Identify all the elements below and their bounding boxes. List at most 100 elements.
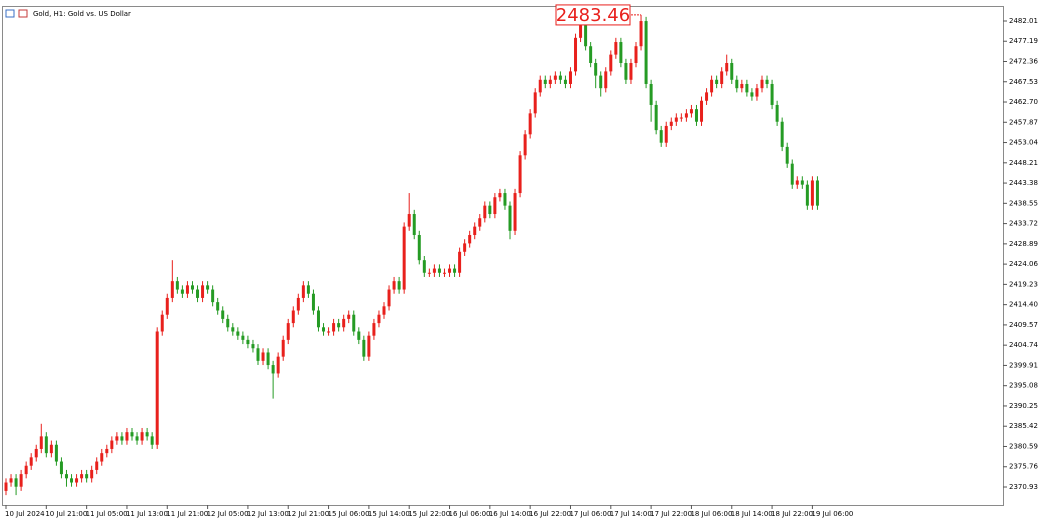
candle-body [347, 314, 351, 319]
candle-body [110, 440, 114, 449]
candle-body [196, 289, 200, 298]
candle-body [609, 54, 613, 72]
x-tick-label: 11 Jul 13:00 [126, 510, 168, 518]
candle-body [563, 79, 567, 84]
candle-body [574, 37, 578, 72]
candle-body [669, 121, 673, 126]
candle-body [241, 335, 245, 340]
candle-body [165, 297, 169, 315]
candle-body [44, 436, 48, 454]
candle-body [437, 268, 441, 273]
candle-body [316, 310, 320, 328]
candle-body [805, 184, 809, 206]
candle-body [382, 306, 386, 315]
y-tick-label: 2438.55 [1009, 199, 1038, 207]
candle-body [674, 117, 678, 122]
candle-body [95, 461, 99, 470]
y-tick-label: 2385.42 [1009, 422, 1038, 430]
candle-body [735, 79, 739, 89]
x-tick-label: 15 Jul 06:00 [328, 510, 370, 518]
x-tick-label: 19 Jul 06:00 [811, 510, 853, 518]
candle-body [533, 92, 537, 114]
candle-body [342, 318, 346, 328]
candle-body [362, 339, 366, 357]
candle-body [427, 272, 431, 274]
candle-body [432, 268, 436, 273]
x-tick-label: 15 Jul 22:00 [408, 510, 450, 518]
candle-body [231, 327, 235, 332]
candle-body [599, 75, 603, 89]
candle-body [755, 88, 759, 97]
candle-body [311, 293, 315, 311]
candle-body [775, 104, 779, 122]
candle-body [180, 289, 184, 294]
x-tick-label: 16 Jul 22:00 [529, 510, 571, 518]
x-tick-label: 15 Jul 14:00 [368, 510, 410, 518]
candle-body [14, 478, 18, 487]
candle-body [24, 465, 28, 475]
candle-body [64, 474, 68, 479]
candle-body [115, 436, 119, 441]
candle-body [301, 285, 305, 298]
candle-body [291, 310, 295, 324]
y-tick-label: 2375.76 [1009, 463, 1038, 471]
candle-body [458, 251, 462, 273]
candle-body [226, 318, 230, 328]
candle-body [357, 331, 361, 340]
y-tick-label: 2477.19 [1009, 37, 1038, 45]
candle-body [730, 63, 734, 80]
candle-body [694, 109, 698, 122]
x-tick-label: 18 Jul 22:00 [771, 510, 813, 518]
candle-body [105, 448, 109, 454]
x-tick-label: 17 Jul 22:00 [650, 510, 692, 518]
candle-body [543, 79, 547, 84]
candle-body [624, 63, 628, 80]
y-tick-label: 2409.57 [1009, 321, 1038, 329]
x-tick-label: 11 Jul 21:00 [166, 510, 208, 518]
candle-body [9, 478, 13, 483]
candle-body [715, 79, 719, 84]
candle-body [211, 289, 215, 303]
candle-body [795, 180, 799, 185]
candle-body [49, 444, 53, 454]
chart-title: Gold, H1: Gold vs. US Dollar [33, 10, 131, 18]
candle-body [54, 444, 58, 462]
candle-body [39, 436, 43, 449]
candle-body [453, 268, 457, 273]
x-tick-label: 17 Jul 06:00 [569, 510, 611, 518]
x-tick-label: 12 Jul 05:00 [207, 510, 249, 518]
candle-body [664, 125, 668, 143]
y-tick-label: 2472.36 [1009, 57, 1038, 65]
candle-body [629, 63, 633, 80]
candle-body [740, 83, 744, 89]
candle-body [679, 117, 683, 119]
candle-body [639, 21, 643, 47]
candle-body [448, 268, 452, 273]
candle-body [417, 235, 421, 261]
y-tick-label: 2462.70 [1009, 98, 1038, 106]
candle-body [206, 285, 210, 290]
candle-body [468, 235, 472, 244]
candle-body [130, 432, 134, 437]
candle-body [29, 457, 33, 466]
candle-body [790, 163, 794, 185]
candle-body [80, 474, 84, 479]
timeframe-icon [18, 9, 28, 18]
y-tick-label: 2419.23 [1009, 280, 1038, 288]
x-tick-label: 10 Jul 21:00 [45, 510, 87, 518]
candle-body [322, 327, 326, 332]
high-label-box [555, 4, 631, 26]
candle-body [442, 272, 446, 274]
y-tick-label: 2457.87 [1009, 118, 1038, 126]
candle-body [725, 63, 729, 72]
candle-body [523, 134, 527, 156]
plot-frame [2, 6, 1004, 506]
candle-body [135, 436, 139, 441]
y-tick-label: 2370.93 [1009, 483, 1038, 491]
y-tick-label: 2453.04 [1009, 139, 1038, 147]
candle-body [175, 281, 179, 290]
candle-body [498, 193, 502, 198]
candle-body [190, 285, 194, 290]
candle-body [125, 432, 129, 441]
